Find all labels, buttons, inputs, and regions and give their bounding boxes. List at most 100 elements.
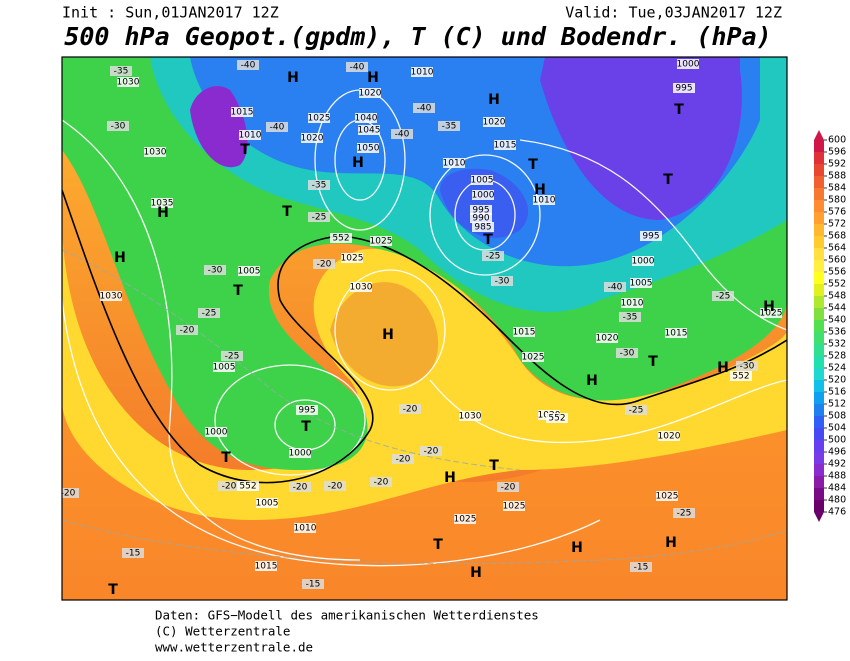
temperature-label-bg <box>604 282 626 292</box>
pressure-label: 1030 <box>350 283 373 293</box>
colorbar-segment <box>814 296 824 308</box>
pressure-label-bg <box>513 327 535 337</box>
pressure-center: H <box>287 70 299 86</box>
colorbar-segment <box>814 452 824 464</box>
temperature-label-bg <box>110 66 132 76</box>
colorbar-segment <box>814 440 824 452</box>
pressure-label-bg <box>470 205 492 215</box>
colorbar-segment <box>814 188 824 200</box>
colorbar-tick-label: 528 <box>828 351 846 362</box>
pressure-label: 1025 <box>760 309 783 319</box>
pressure-label-bg <box>522 352 544 362</box>
pressure-label: 1015 <box>665 329 688 339</box>
colorbar-segment <box>814 392 824 404</box>
temperature-label: -20 <box>61 489 76 499</box>
pressure-label: 1050 <box>357 144 380 154</box>
temperature-label-bg <box>346 62 368 72</box>
pressure-label: 1020 <box>596 334 619 344</box>
colorbar-tick-label: 548 <box>828 291 846 302</box>
colorbar-tick-label: 588 <box>828 171 846 182</box>
pressure-label: 1005 <box>471 176 494 186</box>
temperature-label: -30 <box>620 349 635 359</box>
pressure-center: H <box>382 327 394 343</box>
colorbar-segment <box>814 284 824 296</box>
pressure-center: H <box>717 360 729 376</box>
colorbar-tick-label: 544 <box>828 303 846 314</box>
colorbar-segment <box>814 344 824 356</box>
colorbar-segment <box>814 404 824 416</box>
pressure-label-bg <box>357 143 379 153</box>
pressure-label-bg <box>621 298 643 308</box>
temperature-label-bg <box>198 308 220 318</box>
pressure-center: H <box>571 540 583 556</box>
temperature-label-bg <box>438 121 460 131</box>
colorbar-tick-label: 476 <box>828 507 846 518</box>
pressure-label-bg <box>117 77 139 87</box>
colorbar-segment <box>814 212 824 224</box>
pressure-label-bg <box>301 133 323 143</box>
pressure-label: 1010 <box>239 131 262 141</box>
colorbar-tick-label: 536 <box>828 327 846 338</box>
temperature-label-bg <box>712 291 734 301</box>
colorbar-segment <box>814 380 824 392</box>
temperature-label: -35 <box>114 67 129 77</box>
pressure-label-bg <box>640 231 662 241</box>
geopotential-label-bg <box>330 233 352 243</box>
colorbar-bottom-tip <box>814 512 824 522</box>
colorbar-tick-label: 584 <box>828 183 846 194</box>
colorbar-segment <box>814 200 824 212</box>
temperature-label: -40 <box>270 123 285 133</box>
temperature-label-bg <box>625 405 647 415</box>
pressure-label-bg <box>355 113 377 123</box>
temperature-label-bg <box>204 265 226 275</box>
pressure-label: 1020 <box>658 432 681 442</box>
temperature-label-bg <box>107 121 129 131</box>
pressure-label-bg <box>494 140 516 150</box>
colorbar-tick-label: 576 <box>828 207 846 218</box>
pressure-label-bg <box>632 256 654 266</box>
map-field: 1030 1015 1010 1020 1025 1030 1035 1030 1005 1005… <box>61 57 787 600</box>
temperature-label-bg <box>420 446 442 456</box>
temperature-label-bg <box>391 129 413 139</box>
colorbar-segment <box>814 152 824 164</box>
pressure-center: T <box>674 102 684 118</box>
pressure-label-bg <box>665 328 687 338</box>
map-title: 500 hPa Geopot.(gpdm), T (C) und Bodendr… <box>64 22 771 51</box>
colorbar: 6005965925885845805765725685645605565525… <box>814 130 846 522</box>
temperature-label: -20 <box>403 405 418 415</box>
pressure-label: 995 <box>298 406 315 416</box>
pressure-center: H <box>763 299 775 315</box>
pressure-center: T <box>233 283 243 299</box>
valid-time: Valid: Tue,03JAN2017 12Z <box>565 4 782 22</box>
pressure-label-bg <box>308 113 330 123</box>
temperature-label: -15 <box>634 563 649 573</box>
pressure-label-bg <box>255 561 277 571</box>
pressure-center: H <box>488 92 500 108</box>
temperature-label-bg <box>482 251 504 261</box>
temperature-label: -20 <box>222 482 237 492</box>
pressure-label: 1025 <box>454 515 477 525</box>
temperature-label-bg <box>413 103 435 113</box>
temperature-label-bg <box>370 477 392 487</box>
pressure-label: 1000 <box>289 449 312 459</box>
temperature-label: -40 <box>608 283 623 293</box>
temperature-label-bg <box>62 488 79 498</box>
temperature-label-bg <box>399 404 421 414</box>
pressure-label-bg <box>443 158 465 168</box>
colorbar-segment <box>814 224 824 236</box>
colorbar-tick-label: 488 <box>828 471 846 482</box>
pressure-center: H <box>586 373 598 389</box>
pressure-label-bg <box>294 523 316 533</box>
colorbar-segment <box>814 428 824 440</box>
pressure-center: H <box>157 205 169 221</box>
pressure-center: T <box>221 450 231 466</box>
temperature-label: -40 <box>350 63 365 73</box>
temperature-label: -25 <box>486 252 501 262</box>
colorbar-tick-label: 520 <box>828 375 846 386</box>
temperature-label-bg <box>266 122 288 132</box>
temperature-label: -35 <box>312 181 327 191</box>
pressure-center: T <box>528 157 538 173</box>
pressure-label: 1040 <box>355 114 378 124</box>
temperature-label: -20 <box>180 326 195 336</box>
